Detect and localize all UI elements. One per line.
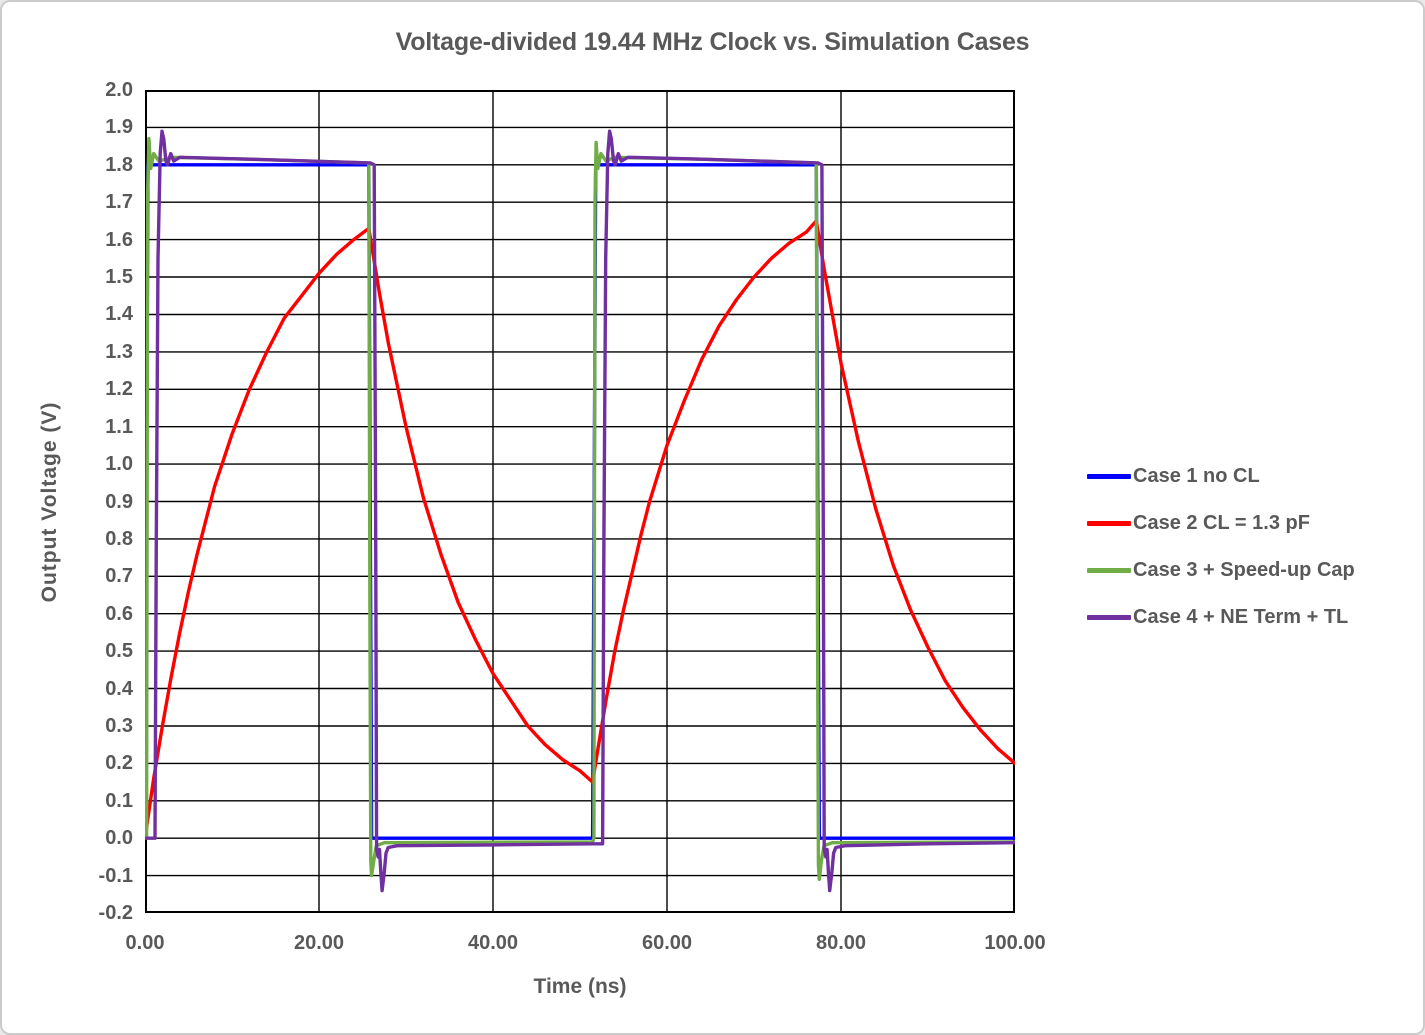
y-tick-label: 0.3 bbox=[105, 714, 133, 737]
x-tick-label: 40.00 bbox=[467, 932, 519, 954]
legend-swatch bbox=[1087, 474, 1131, 479]
legend-swatch bbox=[1087, 615, 1131, 620]
y-axis-title: Output Voltage (V) bbox=[38, 401, 61, 603]
legend-swatch bbox=[1087, 521, 1131, 526]
x-tick-label: 80.00 bbox=[815, 932, 867, 954]
x-tick-label: 100.00 bbox=[984, 932, 1046, 954]
chart-canvas bbox=[143, 89, 1017, 914]
legend-item: Case 2 CL = 1.3 pF bbox=[1087, 511, 1355, 536]
x-tick-label: 0.00 bbox=[125, 932, 165, 954]
x-axis-title: Time (ns) bbox=[533, 975, 627, 998]
legend-swatch bbox=[1087, 568, 1131, 573]
y-tick-label: 0.6 bbox=[105, 602, 133, 625]
y-tick-label: 1.8 bbox=[105, 153, 133, 176]
legend-item: Case 4 + NE Term + TL bbox=[1087, 605, 1355, 630]
series-line-4 bbox=[143, 129, 1017, 893]
y-tick-label: 0.0 bbox=[105, 827, 133, 850]
y-tick-label: 1.2 bbox=[105, 378, 133, 401]
chart-title: Voltage-divided 19.44 MHz Clock vs. Simu… bbox=[395, 28, 1030, 56]
legend-label: Case 3 + Speed-up Cap bbox=[1133, 559, 1355, 581]
y-tick-label: 0.1 bbox=[105, 789, 133, 812]
y-tick-label: 1.5 bbox=[105, 266, 133, 289]
y-tick-label: 0.9 bbox=[105, 490, 133, 513]
legend-label: Case 1 no CL bbox=[1133, 465, 1260, 487]
y-tick-label: 0.2 bbox=[105, 752, 133, 775]
y-tick-label: 0.8 bbox=[105, 527, 133, 550]
plot-area bbox=[143, 89, 1017, 918]
y-tick-label: 1.9 bbox=[105, 116, 133, 139]
legend-label: Case 2 CL = 1.3 pF bbox=[1133, 512, 1310, 534]
y-tick-label: 0.5 bbox=[105, 640, 133, 663]
y-tick-label: 1.1 bbox=[105, 415, 133, 438]
series-line-3 bbox=[143, 136, 1017, 881]
y-tick-label: 0.4 bbox=[105, 677, 133, 700]
legend: Case 1 no CL Case 2 CL = 1.3 pF Case 3 + S… bbox=[1087, 464, 1355, 630]
x-tick-label: 20.00 bbox=[293, 932, 345, 954]
y-tick-label: -0.1 bbox=[98, 864, 133, 887]
x-tick-label: 60.00 bbox=[641, 932, 693, 954]
y-tick-label: 1.7 bbox=[105, 191, 133, 214]
legend-item: Case 3 + Speed-up Cap bbox=[1087, 558, 1355, 583]
y-tick-label: 1.6 bbox=[105, 228, 133, 251]
y-tick-label: 1.4 bbox=[105, 303, 133, 326]
legend-item: Case 1 no CL bbox=[1087, 464, 1355, 489]
y-tick-label: 2.0 bbox=[105, 79, 133, 101]
series-line-2 bbox=[143, 219, 1017, 840]
y-tick-label: 1.3 bbox=[105, 340, 133, 363]
y-tick-label: 1.0 bbox=[105, 453, 133, 476]
legend-label: Case 4 + NE Term + TL bbox=[1133, 606, 1349, 628]
y-tick-label: -0.2 bbox=[98, 902, 133, 924]
y-tick-label: 0.7 bbox=[105, 565, 133, 588]
